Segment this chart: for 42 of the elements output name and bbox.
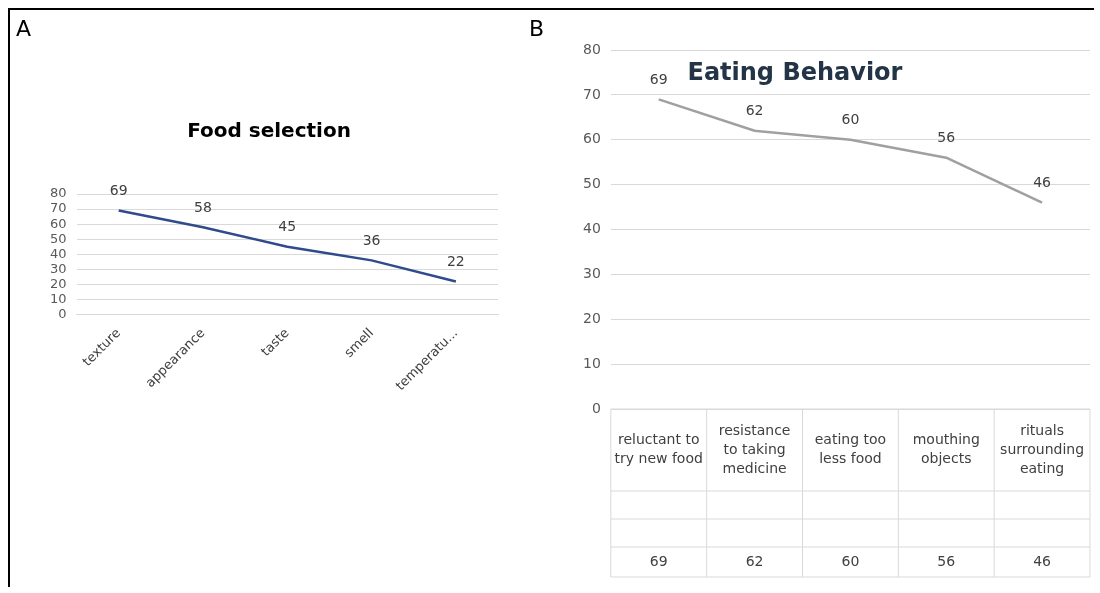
y-tick-label: 50 (50, 230, 67, 246)
data-label: 22 (446, 253, 465, 270)
x-tick-label: resistance to taking medicine (718, 421, 791, 476)
chart-title: Food selection (187, 118, 351, 143)
text: B (529, 16, 545, 41)
y-tick-label: 80 (582, 40, 601, 57)
data-label: 58 (194, 198, 212, 215)
text: 62 (745, 552, 764, 569)
x-tick-label: rituals surrounding eating (1000, 421, 1085, 476)
text: 69 (649, 552, 668, 569)
data-label: 62 (745, 102, 764, 119)
text: A (16, 16, 32, 41)
y-tick-label: 40 (582, 220, 601, 237)
y-tick-label: 30 (582, 265, 601, 282)
x-tick-label: reluctant to try new food (614, 431, 703, 467)
data-label: 45 (278, 218, 297, 235)
data-label: 60 (841, 111, 860, 128)
y-tick-label: 60 (582, 130, 601, 147)
text: 46 (1033, 552, 1052, 569)
data-label: 69 (109, 182, 128, 199)
y-tick-label: 0 (58, 306, 67, 322)
chart-title: Eating Behavior (687, 58, 903, 87)
y-tick-label: 20 (50, 275, 67, 291)
y-tick-label: 20 (582, 309, 601, 326)
x-tick-label: mouthing objects (912, 431, 980, 467)
data-label: 56 (937, 129, 956, 146)
data-label: 46 (1033, 174, 1052, 191)
y-tick-label: 0 (591, 399, 601, 416)
y-tick-label: 10 (50, 290, 67, 306)
y-tick-label: 10 (582, 354, 601, 371)
y-tick-label: 70 (50, 200, 67, 216)
text: 60 (841, 552, 860, 569)
data-label: 69 (649, 71, 668, 87)
data-label: 36 (362, 232, 381, 248)
y-tick-label: 60 (50, 215, 67, 231)
text: 56 (937, 552, 956, 569)
y-tick-label: 70 (582, 85, 601, 102)
y-tick-label: 80 (50, 185, 67, 201)
x-tick-label: eating too less food (814, 431, 887, 467)
y-tick-label: 40 (50, 245, 67, 261)
y-tick-label: 30 (50, 260, 67, 276)
y-tick-label: 50 (582, 175, 601, 192)
